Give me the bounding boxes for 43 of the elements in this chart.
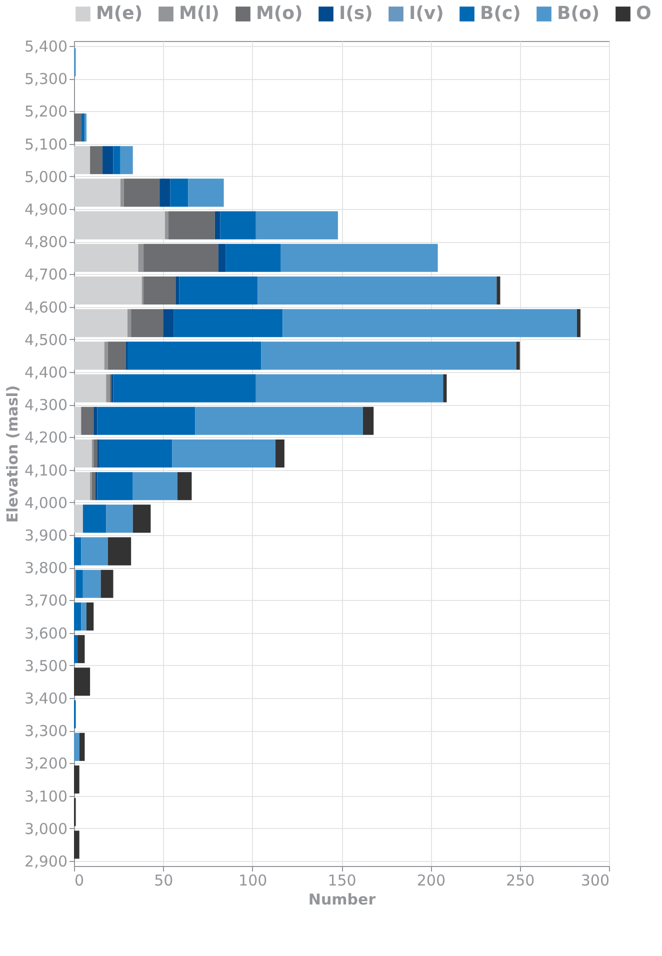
y-tick-label: 3,600: [24, 624, 68, 642]
y-axis-title: Elevation (masl): [4, 385, 22, 523]
legend-label: O: [636, 3, 652, 24]
y-tick-label: 5,200: [24, 102, 68, 121]
x-tick-label: 150: [328, 872, 356, 890]
y-tick-label: 3,100: [24, 787, 68, 806]
y-tick-label: 3,700: [24, 592, 68, 610]
y-tick-label: 4,900: [24, 200, 68, 218]
legend-label: M(e): [96, 3, 143, 24]
y-tick-label: 3,900: [24, 526, 68, 544]
y-tick-label: 4,700: [24, 266, 68, 284]
y-tick-label: 2,900: [24, 852, 68, 870]
legend-label: M(l): [179, 3, 220, 24]
y-tick-label: 4,400: [24, 364, 68, 382]
x-tick-label: 50: [154, 872, 174, 890]
x-tick-label: 200: [416, 872, 446, 890]
y-tick-label: 5,000: [24, 168, 68, 186]
legend-label: I(s): [339, 3, 373, 24]
y-tick-label: 3,400: [24, 690, 68, 708]
y-tick-label: 5,400: [24, 38, 68, 56]
y-tick-label: 4,800: [24, 233, 68, 252]
x-tick-label: 0: [74, 872, 84, 890]
x-tick-label: 100: [238, 872, 268, 890]
legend-label: B(o): [557, 3, 600, 24]
y-tick-label: 5,300: [24, 70, 68, 88]
x-tick-label: 250: [506, 872, 535, 890]
y-tick-label: 4,300: [24, 396, 68, 414]
y-tick-label: 4,200: [24, 428, 68, 447]
y-tick-label: 4,500: [24, 330, 68, 349]
y-tick-label: 3,300: [24, 722, 68, 740]
legend-label: B(c): [480, 3, 521, 24]
legend-label: I(v): [409, 3, 444, 24]
y-tick-label: 3,800: [24, 559, 68, 578]
y-tick-label: 5,100: [24, 135, 68, 154]
x-axis-title: Number: [308, 890, 376, 908]
y-tick-label: 4,100: [24, 461, 68, 480]
legend-label: M(o): [256, 3, 303, 24]
y-tick-label: 4,600: [24, 298, 68, 316]
y-tick-label: 3,000: [24, 820, 68, 838]
x-tick-label: 300: [580, 872, 610, 890]
y-tick-label: 4,000: [24, 494, 68, 512]
y-tick-label: 3,500: [24, 656, 68, 675]
y-tick-label: 3,200: [24, 754, 68, 773]
